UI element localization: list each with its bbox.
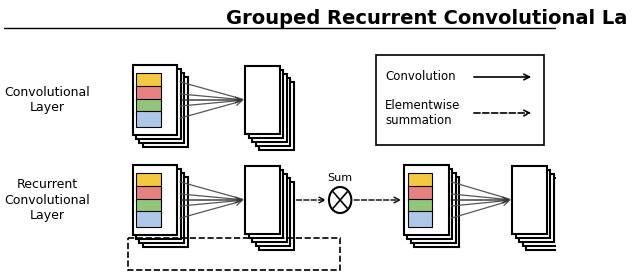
FancyBboxPatch shape [256, 178, 290, 246]
FancyBboxPatch shape [143, 177, 188, 247]
FancyBboxPatch shape [136, 73, 161, 89]
FancyBboxPatch shape [136, 69, 180, 139]
FancyBboxPatch shape [140, 73, 184, 143]
FancyBboxPatch shape [526, 182, 561, 250]
Text: Convolutional
Layer: Convolutional Layer [4, 86, 90, 114]
Text: Sum: Sum [328, 173, 353, 183]
FancyBboxPatch shape [245, 166, 280, 234]
FancyBboxPatch shape [523, 178, 557, 246]
FancyBboxPatch shape [136, 174, 161, 189]
Text: Convolution: Convolution [385, 70, 456, 84]
FancyBboxPatch shape [136, 86, 161, 101]
FancyBboxPatch shape [136, 186, 161, 201]
FancyBboxPatch shape [408, 174, 432, 189]
FancyBboxPatch shape [245, 66, 280, 134]
FancyBboxPatch shape [249, 70, 284, 138]
FancyBboxPatch shape [411, 173, 456, 243]
FancyBboxPatch shape [140, 173, 184, 243]
Text: Recurrent
Convolutional
Layer: Recurrent Convolutional Layer [4, 178, 90, 221]
FancyBboxPatch shape [408, 186, 432, 201]
FancyBboxPatch shape [136, 169, 180, 239]
FancyBboxPatch shape [516, 170, 550, 238]
FancyBboxPatch shape [259, 82, 294, 150]
FancyBboxPatch shape [513, 166, 547, 234]
FancyBboxPatch shape [414, 177, 459, 247]
FancyBboxPatch shape [136, 98, 161, 114]
FancyBboxPatch shape [136, 111, 161, 126]
FancyBboxPatch shape [259, 182, 294, 250]
Text: Grouped Recurrent Convolutional La: Grouped Recurrent Convolutional La [226, 8, 627, 27]
FancyBboxPatch shape [520, 174, 554, 242]
FancyBboxPatch shape [252, 174, 287, 242]
FancyBboxPatch shape [252, 74, 287, 142]
FancyBboxPatch shape [404, 165, 449, 235]
FancyBboxPatch shape [408, 169, 452, 239]
Circle shape [329, 187, 351, 213]
FancyBboxPatch shape [408, 211, 432, 227]
FancyBboxPatch shape [136, 211, 161, 227]
FancyBboxPatch shape [136, 199, 161, 214]
FancyBboxPatch shape [249, 170, 284, 238]
FancyBboxPatch shape [256, 78, 290, 146]
FancyBboxPatch shape [408, 199, 432, 214]
FancyBboxPatch shape [132, 65, 177, 135]
FancyBboxPatch shape [132, 165, 177, 235]
FancyBboxPatch shape [376, 55, 545, 145]
Text: Elementwise
summation: Elementwise summation [385, 99, 460, 127]
FancyBboxPatch shape [143, 77, 188, 147]
